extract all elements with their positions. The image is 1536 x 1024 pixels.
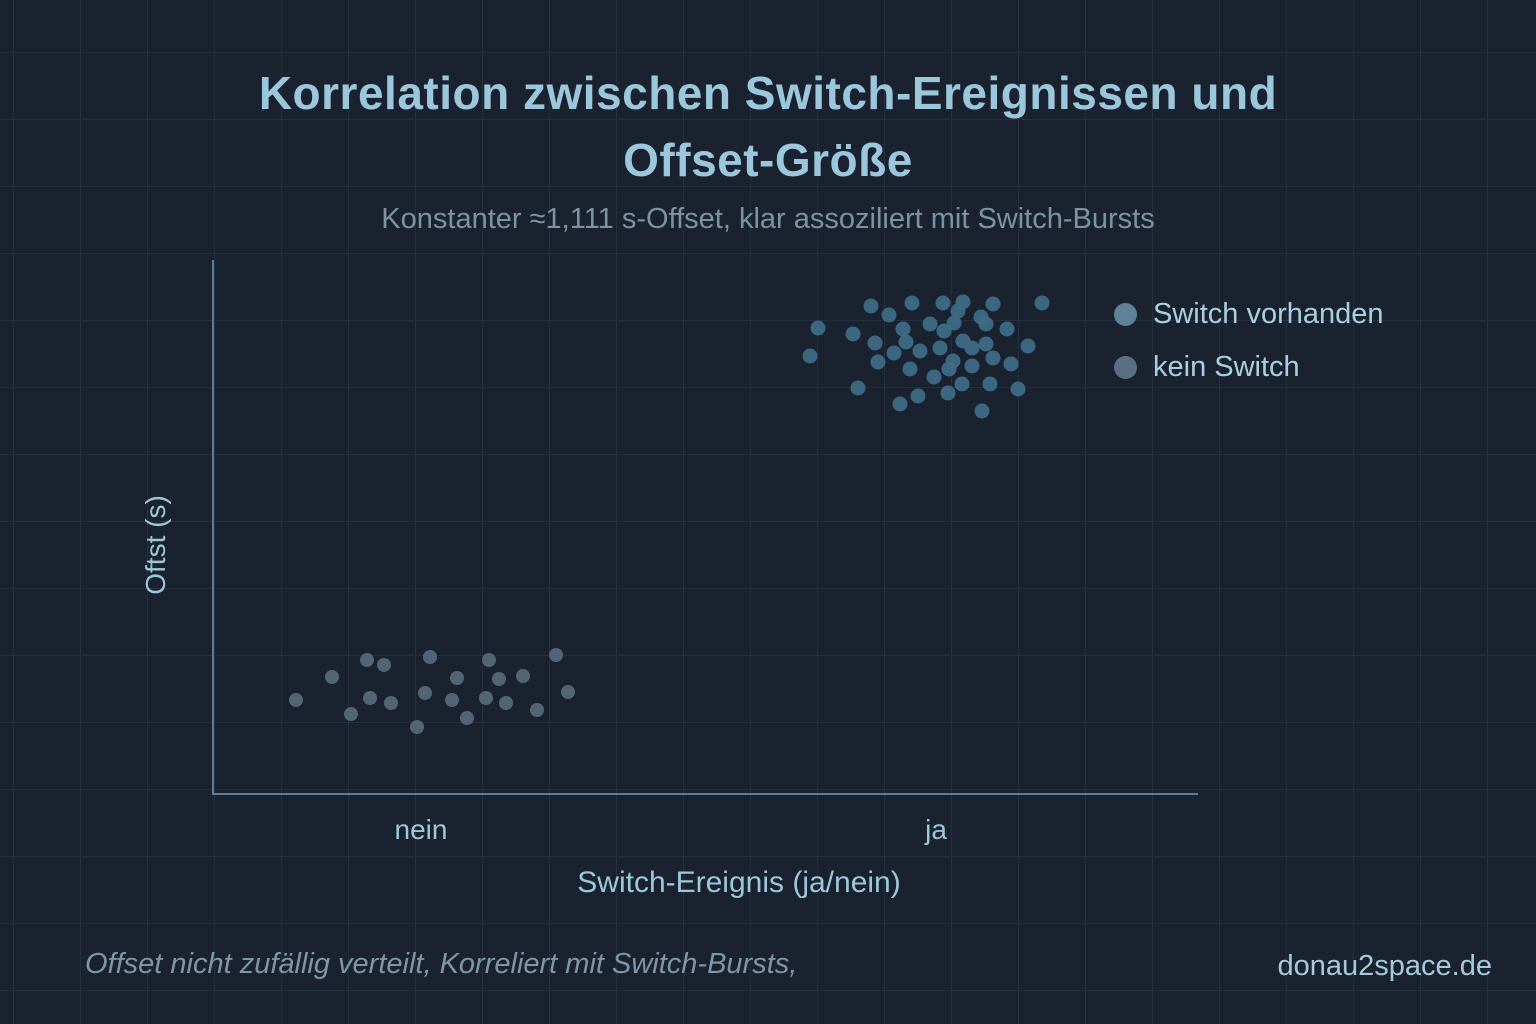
legend-item-kein-switch: kein Switch: [1114, 351, 1384, 383]
legend-marker-icon: [1114, 302, 1137, 326]
legend: Switch vorhanden kein Switch: [1114, 298, 1384, 407]
legend-marker-icon: [1114, 355, 1137, 379]
legend-label: Switch vorhanden: [1153, 297, 1384, 330]
plot-area: [212, 260, 1198, 795]
x-tick-ja: ja: [925, 814, 947, 845]
legend-item-switch-vorhanden: Switch vorhanden: [1114, 298, 1384, 330]
x-axis-title: Switch-Ereignis (ja/nein): [577, 866, 901, 899]
footer-note: Offset nicht zufällig verteilt, Korrelie…: [85, 948, 798, 980]
x-tick-nein: nein: [394, 814, 448, 845]
chart-subtitle: Konstanter ≈1,111 s-Offset, klar assozil…: [381, 203, 1155, 235]
y-axis-title: Oftst (s): [140, 495, 171, 595]
chart-title: Korrelation zwischen Switch-Ereignissen …: [0, 60, 1536, 194]
watermark: donau2space.de: [1277, 950, 1492, 982]
legend-label: kein Switch: [1153, 350, 1300, 383]
chart-title-line1: Korrelation zwischen Switch-Ereignissen …: [258, 67, 1278, 119]
chart-title-line2: Offset-Größe: [623, 134, 913, 186]
